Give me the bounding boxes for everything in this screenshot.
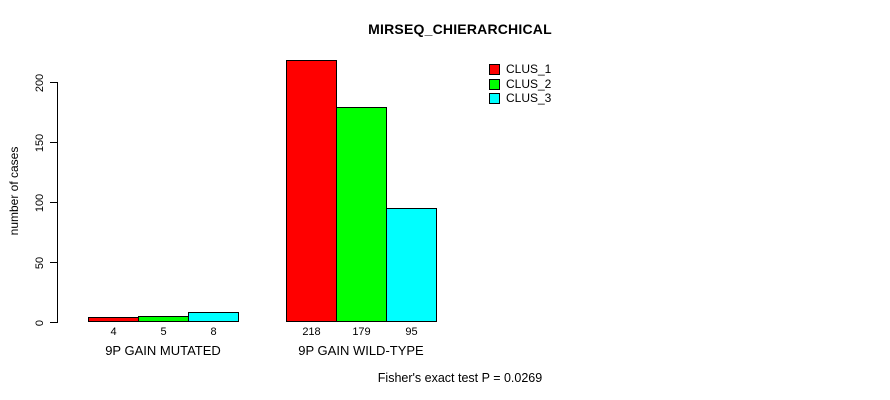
bar-clus_1 [88,317,139,322]
chart-title: MIRSEQ_CHIERARCHICAL [368,21,552,37]
bar-value-label: 8 [210,326,217,338]
x-category-label: 9P GAIN WILD-TYPE [298,343,424,358]
y-axis-line [57,82,58,323]
legend-swatch-icon [489,78,500,90]
legend-item-clus_3: CLUS_3 [489,92,551,105]
legend-swatch-icon [489,93,500,104]
legend-item-clus_2: CLUS_2 [489,76,552,91]
x-category-label: 9P GAIN MUTATED [105,343,221,358]
bar-value-label: 218 [302,326,321,338]
legend-label: CLUS_3 [506,91,552,105]
y-tick [50,142,57,143]
bar-value-label: 5 [160,326,167,338]
bar-clus_3 [188,312,239,322]
y-tick [50,82,57,83]
y-tick-label: 200 [34,73,46,92]
y-tick-label: 0 [34,319,46,326]
fisher-test-annotation: Fisher's exact test P = 0.0269 [377,371,543,385]
bar-clus_2 [138,316,189,322]
y-tick [50,262,57,263]
legend-label: CLUS_2 [506,76,552,91]
bar-value-label: 95 [405,326,418,338]
y-tick-label: 150 [34,133,46,152]
legend-swatch-icon [489,64,500,75]
legend-label: CLUS_1 [506,62,552,76]
legend-item-clus_1: CLUS_1 [489,63,551,76]
y-tick [50,322,57,323]
y-tick-label: 100 [34,193,46,212]
y-axis-label: number of cases [7,146,21,236]
bar-value-label: 4 [110,326,117,338]
bar-clus_1 [286,60,337,322]
bar-clus_3 [386,208,437,322]
y-tick [50,202,57,203]
bar-value-label: 179 [352,326,371,338]
y-tick-label: 50 [34,256,46,269]
bar-clus_2 [336,107,387,322]
